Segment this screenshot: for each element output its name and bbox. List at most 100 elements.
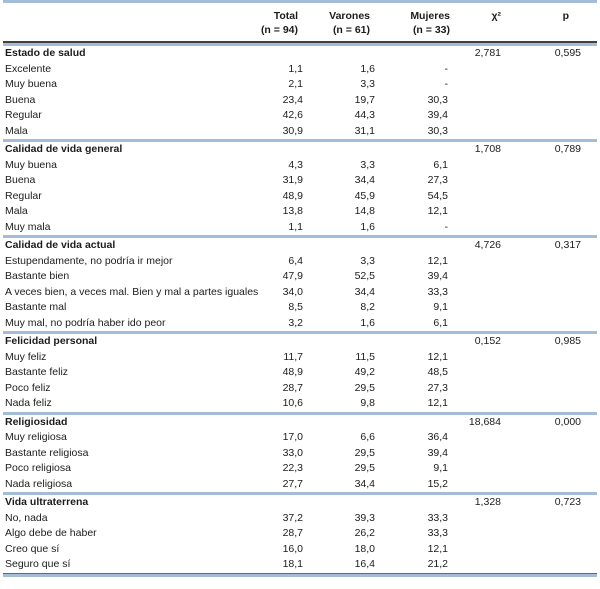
- section-empty-varones: [306, 492, 378, 511]
- table-section: Religiosidad 18,684 0,000 Muy religiosa 17,0…: [3, 411, 597, 493]
- table-row: Bastante bien 47,9 52,5 39,4: [3, 269, 597, 285]
- row-label: Muy religiosa: [5, 431, 67, 443]
- value-chi2-empty: [451, 350, 504, 366]
- row-label: No, nada: [5, 511, 48, 524]
- table-row: Buena 23,4 19,7 30,3: [3, 93, 597, 109]
- value-varones: 34,4: [354, 174, 375, 186]
- section-name: Vida ultraterrena: [3, 492, 232, 511]
- table-row: Mala 13,8 14,8 12,1: [3, 204, 597, 220]
- section-chi2-value: 0,152: [451, 331, 504, 350]
- value-p-empty: [504, 350, 597, 366]
- value-chi2-empty: [451, 285, 504, 301]
- value-p-empty: [504, 158, 597, 174]
- value-mujeres: 12,1: [427, 397, 448, 409]
- value-p-empty: [504, 108, 597, 124]
- table-row: Nada feliz 10,6 9,8 12,1: [3, 396, 597, 412]
- column-header-total-label: Total: [273, 10, 298, 22]
- value-p-empty: [504, 62, 597, 78]
- table-row: Buena 31,9 34,4 27,3: [3, 173, 597, 189]
- table-row: Poco feliz 28,7 29,5 27,3: [3, 381, 597, 397]
- table-row: Excelente 1,1 1,6 -: [3, 62, 597, 78]
- table-section: Felicidad personal 0,152 0,985 Muy feliz 11,…: [3, 331, 597, 412]
- row-label: Mala: [5, 205, 28, 217]
- value-varones: 3,3: [360, 254, 375, 267]
- value-varones: 11,5: [355, 350, 375, 363]
- section-p-value: 0,317: [504, 235, 597, 254]
- value-mujeres: 54,5: [427, 189, 448, 202]
- value-mujeres: -: [444, 220, 449, 233]
- value-varones: 1,6: [360, 316, 375, 329]
- section-name: Religiosidad: [3, 411, 232, 431]
- value-chi2-empty: [451, 173, 504, 189]
- table-row: Algo debe de haber 28,7 26,2 33,3: [3, 526, 597, 542]
- table-row: Estupendamente, no podría ir mejor 6,4 3,3…: [3, 254, 597, 270]
- value-mujeres: 21,2: [378, 557, 451, 574]
- value-total: 48,9: [282, 189, 303, 202]
- section-empty-mujeres: [378, 492, 451, 511]
- value-varones: 29,5: [354, 462, 375, 474]
- value-p-empty: [504, 254, 597, 270]
- header-row: Total (n = 94) Varones (n = 61) Mujeres …: [3, 3, 597, 43]
- column-header-varones: Varones (n = 61): [306, 3, 378, 43]
- section-header-row: Calidad de vida actual 4,726 0,317: [3, 235, 597, 254]
- value-p-empty: [504, 542, 597, 558]
- value-chi2-empty: [451, 396, 504, 412]
- section-empty-varones: [306, 411, 378, 431]
- value-mujeres: 27,3: [427, 174, 448, 186]
- value-total: 6,4: [288, 254, 303, 267]
- value-p-empty: [504, 381, 597, 397]
- value-p-empty: [504, 93, 597, 109]
- value-mujeres: 33,3: [427, 511, 448, 524]
- value-mujeres: 36,4: [427, 431, 448, 443]
- value-p-empty: [504, 173, 597, 189]
- header-empty: [3, 3, 232, 43]
- section-empty-total: [232, 411, 306, 431]
- table-header: Total (n = 94) Varones (n = 61) Mujeres …: [3, 3, 597, 43]
- row-label: Muy buena: [5, 78, 57, 90]
- value-mujeres: 30,3: [427, 93, 448, 106]
- section-name: Estado de salud: [3, 43, 232, 62]
- section-p-value: 0,789: [504, 139, 597, 158]
- row-label: Bastante bien: [5, 270, 70, 282]
- value-chi2-empty: [451, 365, 504, 381]
- table-row: Muy mala 1,1 1,6 -: [3, 220, 597, 236]
- value-p-empty: [504, 124, 597, 140]
- value-mujeres: 30,3: [427, 124, 448, 137]
- value-total: 1,1: [288, 62, 303, 75]
- value-total: 17,0: [282, 431, 303, 443]
- table-row: Creo que sí 16,0 18,0 12,1: [3, 542, 597, 558]
- section-p-value: 0,985: [504, 331, 597, 350]
- column-header-mujeres-label: Mujeres: [410, 10, 450, 22]
- value-total: 16,0: [282, 542, 303, 555]
- value-total: 42,6: [282, 109, 303, 121]
- section-chi2-value: 2,781: [451, 43, 504, 62]
- value-chi2-empty: [451, 300, 504, 316]
- value-chi2-empty: [451, 93, 504, 109]
- column-header-mujeres: Mujeres (n = 33): [378, 3, 451, 43]
- value-mujeres: -: [444, 62, 449, 75]
- value-chi2-empty: [451, 62, 504, 78]
- value-mujeres: 39,4: [427, 270, 448, 282]
- row-label: Poco religiosa: [5, 462, 71, 474]
- value-total: 13,8: [282, 205, 303, 217]
- value-chi2-empty: [451, 108, 504, 124]
- row-label: Muy mala: [5, 220, 51, 233]
- value-total: 34,0: [282, 285, 303, 298]
- section-chi2-value: 18,684: [451, 411, 504, 431]
- value-mujeres: 15,2: [427, 477, 448, 490]
- value-p-empty: [504, 300, 597, 316]
- value-mujeres: 9,1: [433, 301, 448, 313]
- value-total: 2,1: [288, 78, 303, 90]
- value-p-empty: [504, 557, 597, 574]
- value-chi2-empty: [451, 526, 504, 542]
- value-total: 28,7: [282, 527, 303, 539]
- row-label: Mala: [5, 124, 28, 137]
- value-varones: 16,4: [306, 557, 378, 574]
- value-chi2-empty: [451, 477, 504, 493]
- value-mujeres: 33,3: [427, 527, 448, 539]
- value-total: 3,2: [288, 316, 303, 329]
- value-chi2-empty: [451, 381, 504, 397]
- value-p-empty: [504, 396, 597, 412]
- row-label: Nada feliz: [5, 397, 52, 409]
- table-row: Seguro que sí 18,1 16,4 21,2: [3, 557, 597, 574]
